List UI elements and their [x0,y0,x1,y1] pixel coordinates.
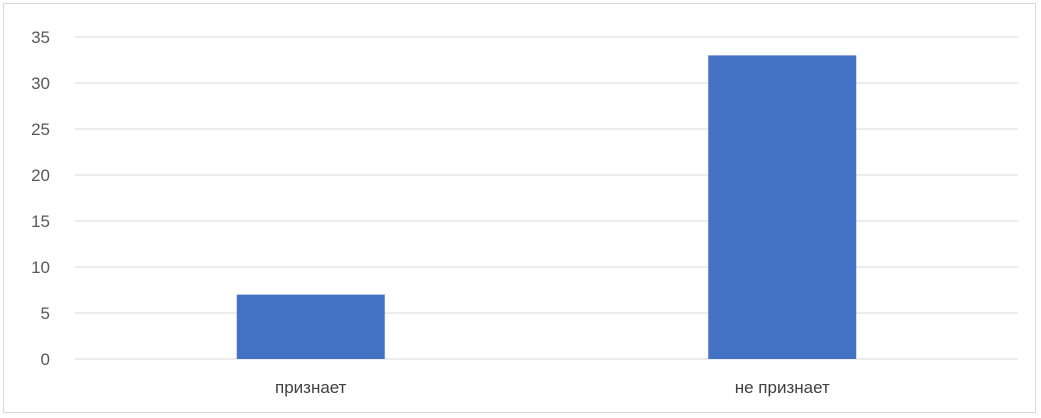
x-category-label: признает [275,378,347,397]
bar-does-not-recognize [708,55,857,360]
bar-recognizes [236,294,385,359]
y-tick-label: 0 [41,350,50,369]
bars [236,55,857,360]
y-tick-label: 20 [31,166,50,185]
chart-frame [3,3,1036,413]
y-tick-label: 5 [41,304,50,323]
y-tick-label: 25 [31,120,50,139]
y-tick-label: 10 [31,258,50,277]
y-tick-label: 35 [31,28,50,47]
y-axis-ticks: 0 5 10 15 20 25 30 35 [31,28,50,369]
y-tick-label: 15 [31,212,50,231]
y-tick-label: 30 [31,74,50,93]
gridlines [75,36,1018,360]
x-axis-labels: признает не признает [275,378,830,397]
x-category-label: не признает [735,378,830,397]
